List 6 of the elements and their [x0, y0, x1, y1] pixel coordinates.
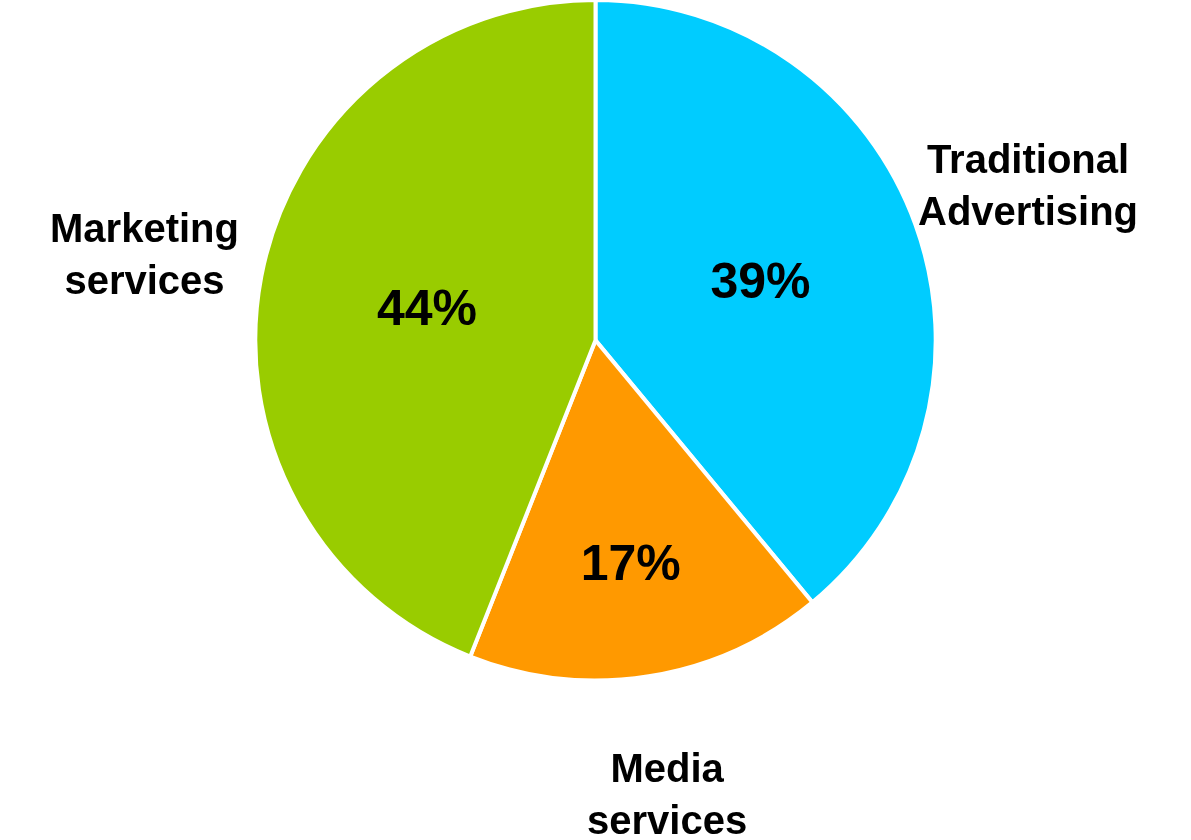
data-label: 39% [710, 252, 811, 309]
slice-label: Marketing services [50, 206, 239, 302]
slice-label: Traditional Advertising [918, 137, 1139, 233]
slice-label: Media services [587, 746, 748, 840]
data-label: 44% [376, 280, 477, 337]
data-label: 17% [580, 534, 681, 591]
